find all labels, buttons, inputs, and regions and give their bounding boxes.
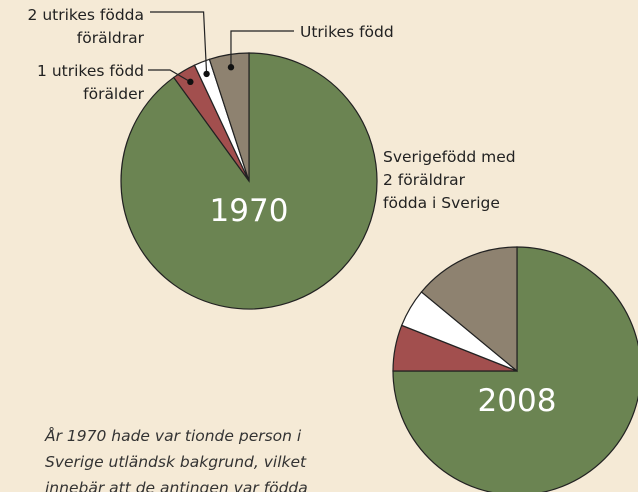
leader-line [148, 69, 191, 83]
year-label: 2008 [478, 383, 557, 419]
note-text: innebär att de antingen var födda [45, 479, 308, 492]
category-label: förälder [83, 85, 144, 103]
leader-dot [227, 64, 235, 71]
pie-slice [208, 52, 250, 182]
leader-line [230, 30, 294, 68]
category-label: Utrikes född [300, 23, 394, 41]
category-label: födda i Sverige [383, 194, 500, 212]
pie-slice [420, 246, 518, 373]
pie-slice [392, 246, 638, 492]
year-label: 1970 [210, 193, 289, 229]
category-label: föräldrar [77, 29, 145, 47]
leader-dot [203, 70, 210, 78]
note-text: År 1970 hade var tionde person i [44, 426, 302, 445]
category-label: 2 föräldrar [383, 171, 466, 189]
note-text: Sverige utländsk bakgrund, vilket [45, 453, 307, 471]
leader-dot [187, 78, 194, 86]
category-label: 2 utrikes födda [28, 6, 144, 24]
category-label: Sverigefödd med [383, 148, 516, 166]
leader-line [150, 11, 208, 74]
category-label: 1 utrikes född [37, 62, 144, 80]
